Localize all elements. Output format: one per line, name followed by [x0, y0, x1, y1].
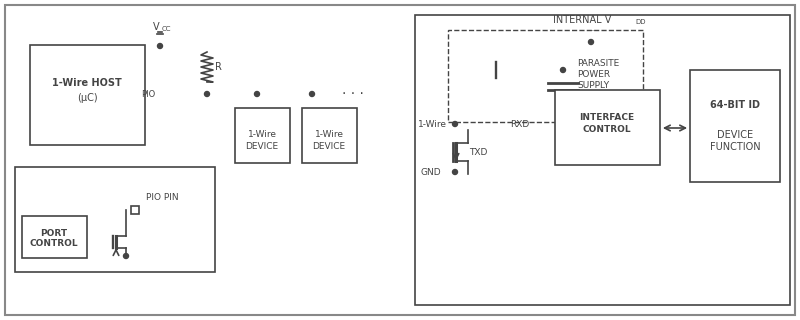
Text: TXD: TXD [469, 148, 487, 156]
Text: PIO PIN: PIO PIN [146, 194, 178, 203]
Bar [555, 90, 660, 165]
Circle shape [123, 253, 129, 259]
Circle shape [254, 92, 259, 97]
Text: POWER: POWER [577, 69, 610, 78]
Text: RXD: RXD [510, 119, 530, 129]
Text: GND: GND [420, 167, 441, 177]
Bar [690, 70, 780, 182]
Circle shape [453, 122, 458, 126]
Text: DD: DD [635, 19, 646, 25]
Text: (μC): (μC) [77, 93, 98, 103]
Text: 1-Wire: 1-Wire [418, 119, 447, 129]
Text: CONTROL: CONTROL [30, 239, 78, 249]
Text: 1-Wire: 1-Wire [247, 130, 277, 139]
Text: 64-BIT ID: 64-BIT ID [710, 100, 760, 110]
Circle shape [158, 44, 162, 49]
Circle shape [561, 68, 566, 73]
Bar [415, 15, 790, 305]
Circle shape [205, 92, 210, 97]
Bar [448, 30, 643, 122]
Text: INTERFACE: INTERFACE [579, 113, 634, 122]
Text: 1-Wire HOST: 1-Wire HOST [52, 78, 122, 88]
Circle shape [310, 92, 314, 97]
Bar [22, 216, 87, 258]
Text: DEVICE: DEVICE [246, 141, 278, 150]
Bar [131, 206, 139, 214]
Text: 1-Wire: 1-Wire [314, 130, 343, 139]
Text: R: R [215, 62, 222, 72]
Text: SUPPLY: SUPPLY [577, 81, 609, 90]
Polygon shape [478, 62, 496, 78]
Text: PARASITE: PARASITE [577, 59, 619, 68]
Bar [30, 45, 145, 145]
Text: DEVICE: DEVICE [717, 130, 753, 140]
Text: · · ·: · · · [342, 87, 364, 101]
Text: CC: CC [162, 26, 171, 32]
Text: PORT: PORT [41, 228, 67, 237]
Text: CONTROL: CONTROL [582, 124, 631, 133]
Bar [235, 108, 290, 163]
Text: INTERNAL V: INTERNAL V [553, 15, 611, 25]
Text: PIO: PIO [141, 90, 155, 99]
Circle shape [453, 170, 458, 174]
Text: DEVICE: DEVICE [313, 141, 346, 150]
Text: FUNCTION: FUNCTION [710, 142, 760, 152]
Text: V: V [153, 22, 159, 32]
Bar [15, 167, 215, 272]
Circle shape [589, 39, 594, 44]
Bar [302, 108, 357, 163]
